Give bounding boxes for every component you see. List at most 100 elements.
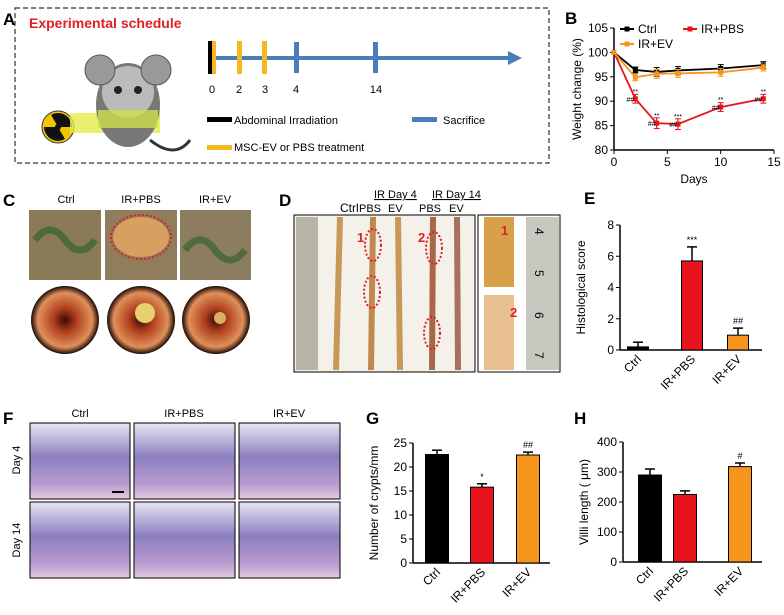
series-line (613, 51, 764, 79)
x-tick-label: IR+EV (709, 352, 744, 387)
y-tick-label: 300 (597, 465, 617, 479)
treatment-mark (262, 41, 267, 74)
histology-ir-pbs-day14 (133, 501, 236, 579)
gross-photo-ir-pbs (105, 210, 177, 280)
bar (638, 474, 662, 563)
schedule-legend: Abdominal Irradiation Sacrifice MSC-EV o… (207, 115, 485, 154)
y-tick-label: 95 (595, 70, 609, 84)
y-tick-label: 0 (400, 556, 407, 570)
column-label: IR+EV (199, 194, 232, 206)
data-point (718, 104, 724, 110)
significance-label: ** (761, 89, 767, 96)
ruler-label: 6 (532, 312, 546, 319)
data-point (632, 74, 638, 80)
x-tick-label: 15 (767, 155, 781, 169)
x-tick-label: IR+PBS (658, 352, 698, 392)
marker-label: 1 (357, 230, 364, 245)
x-tick-label: Ctrl (633, 564, 656, 587)
significance-label: ## (755, 97, 763, 104)
bar (516, 454, 540, 564)
mouse-illustration-icon (70, 54, 192, 152)
data-point (654, 120, 660, 126)
x-tick-label: IR+EV (499, 565, 534, 600)
intestine-photo (293, 214, 476, 373)
lesion-circle (364, 228, 382, 262)
x-tick-label: IR+PBS (448, 565, 488, 605)
ruler-label: 4 (532, 228, 546, 235)
panel-e-histological-chart: E 0 2 4 6 8 Histological score Ctrl *** IR+PBS ##… (574, 189, 762, 393)
series-line (613, 52, 764, 126)
data-point (675, 121, 681, 127)
legend-marker (624, 41, 630, 47)
y-tick-label: 200 (597, 495, 617, 509)
lesion-circle (423, 316, 441, 350)
column-label: IR+PBS (164, 408, 203, 420)
y-tick-label: 10 (394, 508, 408, 522)
panel-a: A Experimental schedule 0 (3, 7, 550, 164)
marker-label: 2 (510, 305, 517, 320)
histology-ir-ev-day14 (238, 501, 341, 579)
bar (681, 260, 703, 351)
x-tick-label: IR+EV (711, 564, 746, 599)
x-axis-label: Days (680, 172, 707, 186)
significance-label: * (480, 472, 484, 482)
y-tick-label: 8 (607, 218, 614, 232)
series-line (613, 51, 764, 73)
significance-label: *** (687, 235, 698, 245)
data-point (611, 49, 617, 55)
data-point (675, 70, 681, 76)
panel-d: D Ctrl IR Day 4 IR Day 14 PBS EV PBS EV … (279, 189, 561, 373)
x-tick-label: 10 (714, 155, 728, 169)
y-axis-label: Villi length ( μm) (577, 459, 591, 545)
histology-ctrl-day14 (29, 501, 131, 579)
panel-label: D (279, 191, 291, 210)
bar (728, 466, 752, 563)
significance-label: ## (523, 440, 533, 450)
legend-label: Ctrl (638, 22, 657, 36)
sacrifice-mark (294, 42, 299, 73)
data-point (760, 65, 766, 71)
lesion-circle (425, 231, 443, 265)
header-pbs: PBS (359, 203, 381, 215)
day-label: 3 (262, 84, 268, 96)
series-ir-pbs: **##**##***##**##**##IR+PBS (611, 22, 767, 131)
marker-label: 2 (418, 230, 425, 245)
column-label: Ctrl (57, 194, 74, 206)
panel-label: C (3, 191, 15, 210)
sacrifice-mark (373, 42, 378, 73)
panel-label: E (584, 189, 595, 208)
legend-marker (624, 26, 630, 32)
marker-label: 1 (501, 223, 508, 238)
panel-c: C Ctrl IR+PBS IR+EV (3, 191, 251, 356)
significance-label: *** (674, 114, 682, 121)
x-tick-label: 0 (611, 155, 618, 169)
y-tick-label: 15 (394, 484, 408, 498)
legend-label: IR+EV (638, 37, 673, 51)
treatment-mark (237, 41, 242, 74)
y-tick-label: 5 (400, 532, 407, 546)
panel-label: B (565, 9, 577, 28)
column-label: IR+PBS (121, 194, 160, 206)
lesion (214, 312, 226, 324)
legend-label: IR+PBS (701, 22, 744, 36)
histology-ctrl-day4 (29, 422, 131, 500)
y-tick-label: 0 (607, 343, 614, 357)
histology-ir-pbs-day4 (133, 422, 236, 500)
ruler-label: 5 (532, 270, 546, 277)
data-point (632, 67, 638, 73)
series-ir-ev: IR+EV (611, 37, 767, 82)
lesion-circle (363, 275, 381, 309)
x-tick-label: 5 (664, 155, 671, 169)
y-tick-label: 80 (595, 143, 609, 157)
y-tick-label: 4 (607, 281, 614, 295)
column-label: IR+EV (273, 408, 306, 420)
ruler (296, 217, 318, 370)
data-point (760, 96, 766, 102)
bar (727, 334, 749, 351)
y-tick-label: 25 (394, 436, 408, 450)
legend-marker (687, 26, 693, 32)
gross-photo-ir-ev (180, 210, 251, 280)
gross-photo-ctrl (29, 210, 101, 280)
